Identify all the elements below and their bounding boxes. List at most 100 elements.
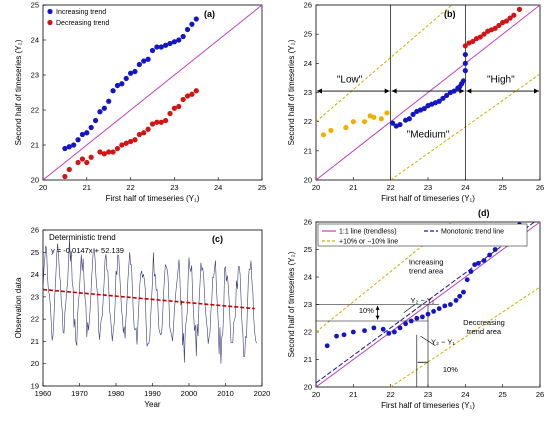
data-point-a-0: [88, 124, 94, 131]
x-tick-label-b: 25: [498, 183, 506, 192]
data-point-a-1: [110, 149, 116, 155]
data-point-a-1: [128, 138, 134, 145]
data-point-b-1: [460, 78, 467, 84]
data-point-d-0: [442, 303, 448, 309]
annotation-d: Increasing: [409, 258, 444, 267]
data-point-b-0: [371, 114, 377, 120]
data-point-b-1: [436, 98, 442, 104]
data-point-a-0: [110, 88, 116, 94]
data-point-d-0: [397, 325, 403, 331]
panel-label-d: (d): [478, 208, 490, 218]
x-tick-label-c: 1990: [144, 389, 161, 398]
data-point-b-1: [440, 95, 446, 101]
y-tick-label-a: 22: [31, 106, 39, 115]
data-point-b-2: [470, 38, 476, 45]
data-point-d-0: [464, 277, 470, 283]
data-point-d-0: [481, 258, 487, 263]
data-point-b-0: [350, 119, 356, 125]
annotation-d: 10%: [443, 365, 458, 374]
y-tick-label-d: 24: [304, 273, 312, 282]
data-point-a-0: [167, 40, 173, 47]
data-point-b-0: [384, 110, 390, 116]
data-point-d-0: [448, 302, 453, 307]
data-point-a-0: [71, 142, 77, 148]
data-point-b-1: [462, 68, 468, 74]
y-axis-label-a: Second half of timeseries (Y₂): [14, 39, 23, 145]
chart-title-c: Deterministic trend: [49, 233, 116, 242]
legend-label-a: Decreasing trend: [56, 20, 109, 27]
data-point-d-0: [420, 314, 425, 320]
data-point-b-0: [328, 127, 334, 134]
data-point-b-2: [462, 43, 468, 49]
trend-equation-c: y = -0.0147x + 52.139: [51, 246, 124, 255]
data-point-a-1: [171, 105, 177, 111]
data-point-d-0: [362, 328, 367, 334]
observation-series-line-c: [42, 238, 257, 364]
arrow-head-b: [317, 88, 322, 94]
data-point-d-0: [392, 329, 397, 335]
x-tick-label-d: 23: [424, 390, 432, 399]
x-tick-label-d: 21: [349, 390, 357, 399]
data-point-a-1: [167, 110, 173, 117]
data-point-a-1: [154, 119, 160, 125]
data-point-a-0: [154, 44, 160, 50]
x-tick-label-c: 2000: [181, 389, 198, 398]
data-point-b-1: [462, 51, 468, 58]
x-tick-label-b: 26: [536, 183, 544, 192]
data-point-a-0: [92, 117, 99, 124]
y-tick-label-a: 21: [31, 141, 39, 150]
annotation-d: trend area: [467, 327, 502, 336]
y-tick-label-c: 24: [31, 270, 39, 279]
arrow-head-b: [391, 88, 397, 94]
legend-box-d: [317, 223, 528, 247]
data-point-d-0: [403, 321, 408, 327]
x-tick-label-c: 1960: [35, 389, 52, 398]
data-point-d-0: [453, 297, 459, 303]
data-point-a-0: [176, 37, 182, 43]
data-point-a-0: [114, 82, 121, 89]
x-tick-label-d: 24: [461, 390, 469, 399]
x-tick-label-c: 2010: [217, 389, 234, 398]
data-point-a-1: [158, 119, 164, 125]
x-tick-label-a: 24: [214, 183, 222, 192]
data-point-d-0: [380, 326, 386, 332]
arrow-head-b: [384, 88, 390, 94]
y-tick-label-d: 20: [304, 383, 312, 392]
data-point-d-0: [487, 252, 492, 258]
one-to-one-line-b: [315, 4, 541, 181]
legend-marker-a: [47, 19, 53, 26]
x-tick-label-a: 21: [83, 183, 91, 192]
y-tick-label-d: 25: [304, 245, 312, 254]
data-point-b-1: [410, 111, 416, 117]
y-tick-label-d: 23: [304, 300, 312, 309]
x-tick-label-d: 25: [498, 390, 506, 399]
data-point-d-0: [468, 269, 474, 274]
data-point-b-2: [516, 6, 523, 12]
y-tick-label-d: 21: [304, 355, 312, 364]
data-point-a-1: [163, 117, 169, 124]
data-point-a-1: [114, 145, 121, 152]
data-point-d-0: [457, 293, 463, 299]
y-tick-label-c: 19: [31, 382, 39, 391]
x-tick-label-a: 25: [258, 183, 266, 192]
deterministic-trend-line-c: [42, 288, 255, 310]
legend-label-d: 1:1 line (trendless): [339, 229, 397, 236]
x-tick-label-d: 20: [312, 390, 320, 399]
data-point-a-0: [189, 21, 195, 27]
data-point-b-1: [451, 88, 457, 94]
data-point-a-0: [149, 47, 156, 54]
panel-label-a: (a): [204, 9, 215, 19]
data-point-a-0: [128, 70, 134, 76]
data-point-a-0: [119, 81, 125, 87]
y-tick-label-c: 25: [31, 248, 39, 257]
data-point-d-0: [431, 308, 436, 314]
panel-label-b: (b): [444, 9, 456, 19]
x-axis-label-b: First half of timeseries (Y₁): [381, 194, 475, 203]
data-point-a-1: [101, 151, 107, 157]
data-point-b-1: [421, 105, 427, 112]
x-tick-label-b: 21: [349, 183, 357, 192]
data-point-b-2: [492, 25, 498, 31]
annotation-d: Y₂ − Y₁: [410, 296, 434, 305]
data-point-a-1: [141, 130, 147, 136]
